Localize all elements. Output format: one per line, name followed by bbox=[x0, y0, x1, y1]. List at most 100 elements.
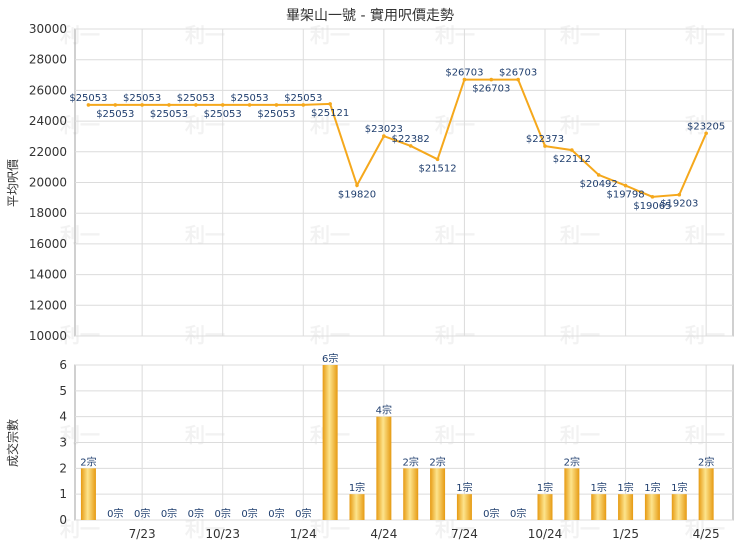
deals-data-label: 0宗 bbox=[483, 507, 499, 520]
deals-y-tick-label: 6 bbox=[59, 358, 67, 372]
deals-data-label: 4宗 bbox=[376, 404, 392, 417]
deals-data-label: 2宗 bbox=[80, 455, 96, 468]
watermark-text: 利一 bbox=[685, 517, 725, 541]
price-y-tick-label: 14000 bbox=[29, 268, 67, 282]
price-point bbox=[247, 103, 252, 107]
deals-bar bbox=[537, 494, 553, 520]
deals-data-label: 0宗 bbox=[188, 507, 204, 520]
deals-data-label: 2宗 bbox=[429, 455, 445, 468]
watermark-text: 利一 bbox=[685, 223, 725, 247]
price-data-label: $25053 bbox=[230, 93, 268, 104]
price-point bbox=[140, 103, 144, 107]
watermark-text: 利一 bbox=[310, 23, 350, 47]
price-point bbox=[489, 77, 494, 82]
deals-data-label: 1宗 bbox=[537, 481, 553, 494]
price-point bbox=[328, 102, 332, 106]
deals-data-label: 0宗 bbox=[134, 507, 150, 520]
price-data-label: $25053 bbox=[177, 93, 215, 104]
price-data-label: $25053 bbox=[257, 109, 295, 120]
price-data-label: $20492 bbox=[580, 179, 618, 190]
price-y-tick-label: 10000 bbox=[29, 329, 67, 343]
price-data-label: $26703 bbox=[499, 68, 537, 79]
price-point bbox=[355, 183, 359, 188]
price-point bbox=[650, 195, 655, 199]
price-y-tick-label: 16000 bbox=[29, 237, 67, 251]
watermark-text: 利一 bbox=[310, 323, 350, 347]
x-tick-label: 1/25 bbox=[612, 527, 639, 541]
x-tick-label: 7/23 bbox=[129, 527, 156, 541]
watermark-text: 利一 bbox=[560, 223, 600, 247]
watermark-text: 利一 bbox=[185, 517, 225, 541]
watermark-text: 利一 bbox=[60, 23, 100, 47]
price-point bbox=[596, 173, 601, 177]
watermark-text: 利一 bbox=[60, 223, 100, 247]
price-point bbox=[704, 131, 708, 136]
price-data-label: $25053 bbox=[150, 109, 188, 120]
deals-bar bbox=[698, 468, 714, 520]
price-data-label: $26703 bbox=[445, 68, 483, 79]
deals-bar bbox=[618, 494, 634, 520]
watermark-text: 利一 bbox=[685, 23, 725, 47]
deals-y-tick-label: 2 bbox=[59, 461, 67, 475]
deals-data-label: 1宗 bbox=[349, 481, 365, 494]
price-y-tick-label: 24000 bbox=[29, 114, 67, 128]
deals-bars: 2宗 0宗 0宗 0宗 0宗 0宗 0宗 0宗 0宗 6宗 1宗 4宗 2宗 2宗 1宗 0宗 0宗 1宗 2宗 1宗… bbox=[80, 352, 714, 520]
price-point bbox=[570, 148, 574, 152]
watermark-text: 利一 bbox=[185, 23, 225, 47]
deals-data-label: 0宗 bbox=[215, 507, 231, 520]
price-panel: 平均呎價 10000 12000 14000 16000 18000 20000 22000… bbox=[6, 22, 734, 343]
deals-bar bbox=[80, 468, 96, 520]
price-point bbox=[516, 77, 520, 82]
watermark-text: 利一 bbox=[560, 323, 600, 347]
deals-data-label: 2宗 bbox=[698, 455, 714, 468]
deals-y-axis-title: 成交宗數 bbox=[5, 419, 20, 467]
price-line bbox=[88, 78, 708, 198]
price-point bbox=[408, 144, 413, 148]
deals-y-tick-label: 4 bbox=[59, 410, 67, 424]
price-point bbox=[86, 103, 91, 107]
watermark-text: 利一 bbox=[185, 423, 225, 447]
chart-title: 畢架山一號 - 實用呎價走勢 bbox=[286, 7, 454, 24]
price-series: $25053 $25053 $25053 $25053 $25053 $25053 $250… bbox=[69, 68, 725, 212]
watermark-text: 利一 bbox=[60, 517, 100, 541]
deals-bar bbox=[591, 494, 607, 520]
watermark-text: 利一 bbox=[185, 323, 225, 347]
price-data-label: $19203 bbox=[660, 199, 698, 210]
x-tick-label: 10/23 bbox=[205, 527, 240, 541]
watermark-text: 利一 bbox=[310, 223, 350, 247]
price-data-label: $21512 bbox=[418, 163, 456, 174]
deals-bar bbox=[403, 468, 419, 520]
price-point bbox=[435, 157, 440, 162]
watermark-text: 利一 bbox=[435, 23, 475, 47]
watermark-text: 利一 bbox=[185, 223, 225, 247]
watermark-text: 利一 bbox=[60, 113, 100, 137]
price-data-label: $19798 bbox=[606, 190, 644, 201]
price-data-label: $22382 bbox=[392, 134, 430, 145]
price-point bbox=[382, 134, 386, 138]
price-data-label: $22112 bbox=[553, 154, 591, 165]
price-grid bbox=[75, 28, 733, 337]
watermark-text: 利一 bbox=[560, 23, 600, 47]
price-data-label: $25053 bbox=[96, 109, 134, 120]
deals-y-ticks: 0 1 2 3 4 5 6 bbox=[59, 358, 67, 527]
price-data-label: $19820 bbox=[338, 189, 376, 200]
price-data-label: $22373 bbox=[526, 134, 564, 145]
deals-data-label: 6宗 bbox=[322, 352, 338, 365]
watermark-text: 利一 bbox=[435, 223, 475, 247]
x-tick-label: 1/24 bbox=[290, 527, 317, 541]
deals-y-tick-label: 1 bbox=[59, 487, 67, 501]
price-point bbox=[194, 103, 198, 107]
deals-data-label: 1宗 bbox=[644, 481, 660, 494]
price-point bbox=[167, 103, 171, 107]
price-point bbox=[462, 77, 467, 82]
watermark-text: 利一 bbox=[60, 323, 100, 347]
price-point bbox=[623, 183, 628, 188]
watermark-text: 利一 bbox=[685, 423, 725, 447]
deals-data-label: 1宗 bbox=[456, 481, 472, 494]
price-point bbox=[543, 144, 547, 148]
deals-data-label: 1宗 bbox=[617, 481, 633, 494]
x-tick-label: 4/25 bbox=[693, 527, 720, 541]
deals-bar bbox=[349, 494, 365, 520]
deals-bar bbox=[430, 468, 446, 520]
